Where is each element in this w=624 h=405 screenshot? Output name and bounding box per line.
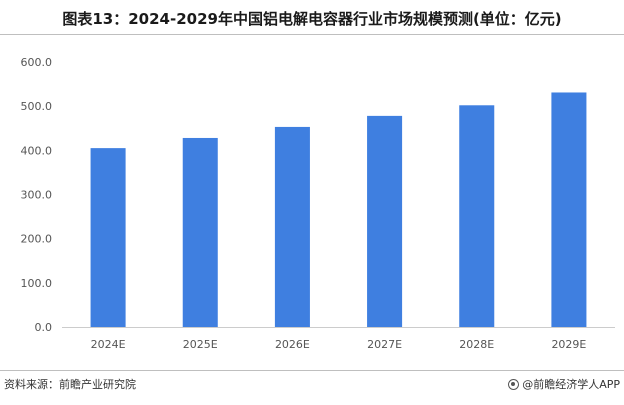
x-tick-label: 2029E (551, 338, 586, 351)
y-tick-label: 100.0 (21, 277, 53, 290)
bar-2029E (551, 92, 587, 327)
y-tick-label: 300.0 (21, 189, 53, 202)
source-note: 资料来源：前瞻产业研究院 (4, 378, 136, 391)
y-tick-label: 200.0 (21, 233, 53, 246)
y-tick-label: 500.0 (21, 100, 53, 113)
bar-2024E (90, 148, 126, 327)
y-tick-label: 600.0 (21, 56, 53, 69)
x-tick-label: 2025E (183, 338, 218, 351)
title-divider (0, 34, 624, 35)
y-tick-label: 0.0 (35, 321, 53, 334)
bar-2028E (459, 105, 495, 328)
y-tick-label: 400.0 (21, 144, 53, 157)
x-tick-label: 2028E (459, 338, 494, 351)
footer-divider (0, 370, 624, 371)
chart-title: 图表13：2024-2029年中国铝电解电容器行业市场规模预测(单位：亿元) (62, 10, 562, 28)
bar-2026E (274, 126, 310, 327)
y-axis: 0.0 100.0 200.0 300.0 400.0 500.0 600.0 (21, 56, 53, 334)
brand-text: @前瞻经济学人APP (522, 378, 620, 391)
bar-2025E (182, 137, 218, 327)
bar-series (90, 92, 587, 328)
x-tick-label: 2027E (367, 338, 402, 351)
x-tick-label: 2026E (275, 338, 310, 351)
brand-logo-icon (508, 378, 520, 390)
bar-2027E (367, 115, 403, 327)
x-axis: 2024E 2025E 2026E 2027E 2028E 2029E (91, 338, 587, 351)
brand-credit: @前瞻经济学人APP (508, 376, 620, 392)
x-tick-label: 2024E (91, 338, 126, 351)
